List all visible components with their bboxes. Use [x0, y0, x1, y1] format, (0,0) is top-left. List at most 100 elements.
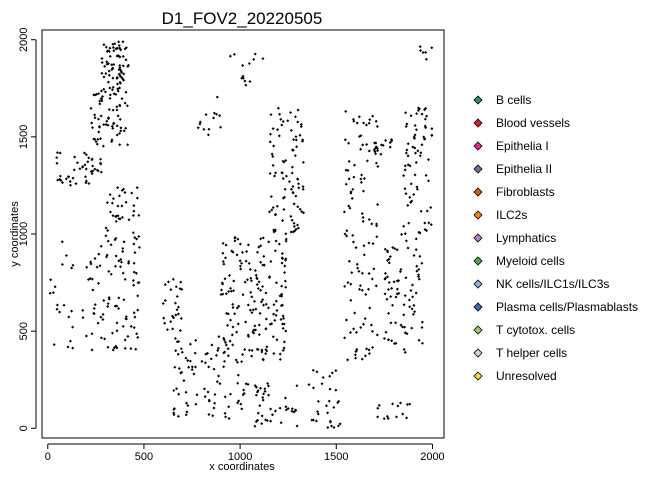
cell-point [343, 138, 347, 142]
cell-point [412, 303, 416, 307]
legend-marker [473, 118, 483, 128]
cell-point [116, 114, 120, 118]
cell-point [345, 229, 349, 233]
cell-point [326, 411, 330, 415]
cell-point [290, 171, 294, 175]
cell-point [240, 407, 244, 411]
cell-point [217, 374, 221, 378]
cell-point [427, 221, 431, 225]
cell-point [98, 102, 102, 106]
cell-point [108, 93, 112, 97]
cell-point [359, 147, 363, 151]
cell-point [370, 222, 374, 226]
cell-point [424, 50, 428, 54]
cell-point [254, 393, 258, 397]
cell-point [421, 50, 425, 54]
cell-point [429, 223, 433, 227]
cell-point [302, 211, 306, 215]
legend-label: Epithelia I [496, 139, 549, 153]
cell-point [55, 161, 59, 165]
cell-point [370, 277, 374, 281]
cell-point [286, 407, 290, 411]
cell-point [67, 315, 71, 319]
cell-point [261, 303, 265, 307]
cell-point [105, 119, 109, 123]
cell-point [215, 95, 219, 99]
cell-point [268, 171, 272, 175]
cell-point [187, 365, 191, 369]
cell-point [405, 403, 409, 407]
cell-point [93, 137, 97, 141]
cell-point [301, 187, 305, 191]
cell-point [403, 164, 407, 168]
cell-point [184, 413, 188, 417]
cell-point [243, 79, 247, 83]
cell-point [293, 154, 297, 158]
cell-point [111, 66, 115, 70]
x-tick-label: 1000 [228, 451, 252, 463]
cell-point [281, 314, 285, 318]
cell-point [420, 261, 424, 265]
cell-point [271, 163, 275, 167]
cell-point [346, 168, 350, 172]
cell-point [235, 306, 239, 310]
cell-point [90, 172, 94, 176]
cell-point [284, 174, 288, 178]
cell-point [361, 215, 365, 219]
legend-marker [473, 95, 483, 105]
cell-point [259, 237, 263, 241]
cell-point [408, 402, 412, 406]
cell-point [227, 289, 231, 293]
cell-point [217, 335, 221, 339]
cell-point [419, 209, 423, 213]
cell-point [49, 278, 53, 282]
cell-point [346, 358, 350, 362]
cell-point [190, 368, 194, 372]
cell-point [240, 250, 244, 254]
cell-point [102, 75, 106, 79]
cell-point [113, 264, 117, 268]
cell-point [263, 389, 267, 393]
cell-point [349, 298, 353, 302]
cell-point [55, 156, 59, 160]
cell-point [348, 206, 352, 210]
cell-point [108, 86, 112, 90]
cell-point [101, 95, 105, 99]
cell-point [186, 359, 190, 363]
cell-point [283, 279, 287, 283]
cell-point [185, 401, 189, 405]
cell-point [227, 405, 231, 409]
cell-point [388, 145, 392, 149]
cell-point [245, 249, 249, 253]
cell-point [170, 314, 174, 318]
cell-point [116, 186, 120, 190]
cell-point [118, 66, 122, 70]
cell-point [269, 259, 273, 263]
cell-point [203, 395, 207, 399]
legend-marker [473, 302, 483, 312]
cell-point [223, 340, 227, 344]
cell-point [223, 277, 227, 281]
cell-point [99, 97, 103, 101]
cell-point [394, 321, 398, 325]
cell-point [248, 308, 252, 312]
cell-point [324, 404, 328, 408]
cell-point [336, 424, 340, 428]
cell-point [93, 113, 97, 117]
cell-point [173, 365, 177, 369]
cell-point [375, 333, 379, 337]
cell-point [163, 299, 167, 303]
cell-point [129, 324, 133, 328]
cell-point [367, 352, 371, 356]
cell-point [132, 283, 136, 287]
cell-point [263, 387, 267, 391]
cell-point [177, 340, 181, 344]
cell-point [405, 416, 409, 420]
cell-point [353, 311, 357, 315]
cell-point [336, 401, 340, 405]
cell-point [115, 346, 119, 350]
cell-point [272, 228, 276, 232]
cell-point [90, 126, 94, 130]
cell-point [106, 229, 110, 233]
cell-point [238, 259, 242, 263]
